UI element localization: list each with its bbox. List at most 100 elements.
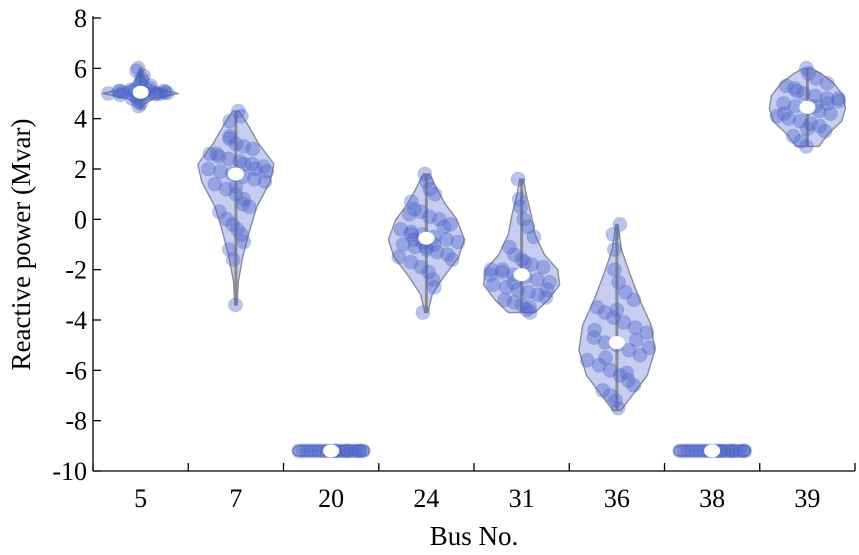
violin-group-38: [672, 443, 752, 459]
median-marker: [799, 100, 816, 114]
data-point: [607, 242, 622, 257]
data-point: [511, 191, 527, 207]
data-point: [494, 264, 510, 280]
data-point: [134, 71, 150, 86]
data-point: [221, 242, 237, 257]
data-point: [506, 294, 522, 310]
data-point: [131, 98, 147, 114]
data-point: [610, 400, 626, 416]
data-point: [626, 292, 642, 308]
data-point: [236, 191, 252, 207]
data-point: [221, 151, 237, 167]
median-marker: [704, 444, 721, 458]
data-point: [530, 272, 545, 288]
y-tick-label: 4: [74, 105, 87, 134]
data-point: [724, 443, 740, 459]
data-point: [516, 211, 532, 227]
data-point: [817, 123, 833, 139]
data-point: [111, 84, 126, 99]
data-point: [603, 388, 618, 403]
x-tick-label: 24: [413, 484, 439, 513]
y-tick-label: 2: [74, 155, 87, 184]
data-point: [831, 93, 847, 109]
x-tick-label: 38: [699, 484, 725, 513]
data-point: [611, 274, 626, 290]
plot-area: [100, 60, 847, 459]
data-point: [803, 116, 819, 132]
data-point: [230, 103, 246, 119]
data-point: [819, 76, 835, 91]
y-tick-label: 8: [74, 4, 87, 33]
data-point: [498, 279, 514, 295]
data-point: [417, 166, 433, 182]
data-point: [494, 262, 510, 278]
median-marker: [323, 444, 340, 458]
data-point: [233, 226, 249, 242]
data-point: [218, 181, 234, 197]
data-point: [530, 287, 546, 303]
median-marker: [227, 167, 244, 181]
data-point: [259, 164, 275, 179]
data-point: [418, 174, 434, 190]
data-point: [339, 443, 355, 459]
data-point: [149, 86, 165, 101]
data-point: [608, 393, 624, 408]
data-point: [222, 128, 238, 144]
data-point: [429, 244, 445, 260]
data-point: [403, 254, 419, 270]
data-point: [798, 138, 814, 154]
data-point: [626, 377, 642, 393]
data-point: [148, 86, 164, 102]
data-point: [737, 443, 752, 459]
violin-group-20: [291, 443, 371, 459]
data-point: [209, 146, 224, 162]
data-point: [228, 179, 244, 195]
data-point: [579, 352, 595, 368]
x-tick-label: 20: [318, 484, 344, 513]
data-point: [236, 156, 252, 172]
median-marker: [608, 336, 625, 350]
data-point: [602, 362, 618, 378]
data-point: [819, 96, 835, 111]
data-point: [672, 443, 688, 459]
data-point: [112, 87, 128, 103]
data-point: [450, 234, 466, 250]
data-point: [792, 113, 808, 129]
data-point: [403, 226, 419, 242]
data-point: [684, 443, 700, 459]
x-axis-title: Bus No.: [430, 521, 519, 551]
data-point: [618, 284, 633, 300]
data-point: [403, 194, 419, 210]
violin-group-24: [387, 166, 466, 320]
data-point: [439, 232, 455, 247]
data-point: [807, 88, 823, 104]
data-point: [436, 219, 452, 235]
data-point: [497, 292, 513, 308]
data-point: [781, 111, 797, 127]
data-point: [524, 257, 540, 273]
data-point: [229, 221, 245, 237]
data-point: [522, 299, 537, 315]
data-point: [632, 347, 648, 363]
data-point: [228, 136, 244, 152]
data-point: [422, 181, 438, 197]
data-point: [587, 322, 602, 338]
data-point: [785, 128, 801, 144]
data-point: [421, 209, 437, 225]
data-point: [395, 237, 411, 252]
data-point: [796, 86, 812, 101]
y-tick-label: 0: [74, 205, 87, 234]
x-tick-label: 31: [509, 484, 535, 513]
data-point: [219, 211, 235, 227]
data-point: [542, 274, 558, 290]
data-point: [808, 71, 824, 86]
data-point: [501, 239, 517, 255]
data-point: [225, 252, 241, 268]
y-tick-label: 6: [74, 54, 87, 83]
data-point: [407, 239, 423, 255]
data-point: [153, 86, 169, 101]
data-point: [521, 284, 536, 300]
data-point: [159, 85, 175, 101]
data-point: [130, 60, 146, 76]
